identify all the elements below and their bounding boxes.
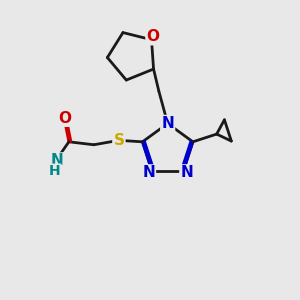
Text: O: O [146,29,160,44]
Text: N: N [51,153,63,168]
Text: N: N [142,165,155,180]
Text: O: O [58,111,71,126]
Text: N: N [161,116,174,131]
Text: N: N [180,165,193,180]
Text: S: S [113,133,124,148]
Text: H: H [49,164,61,178]
